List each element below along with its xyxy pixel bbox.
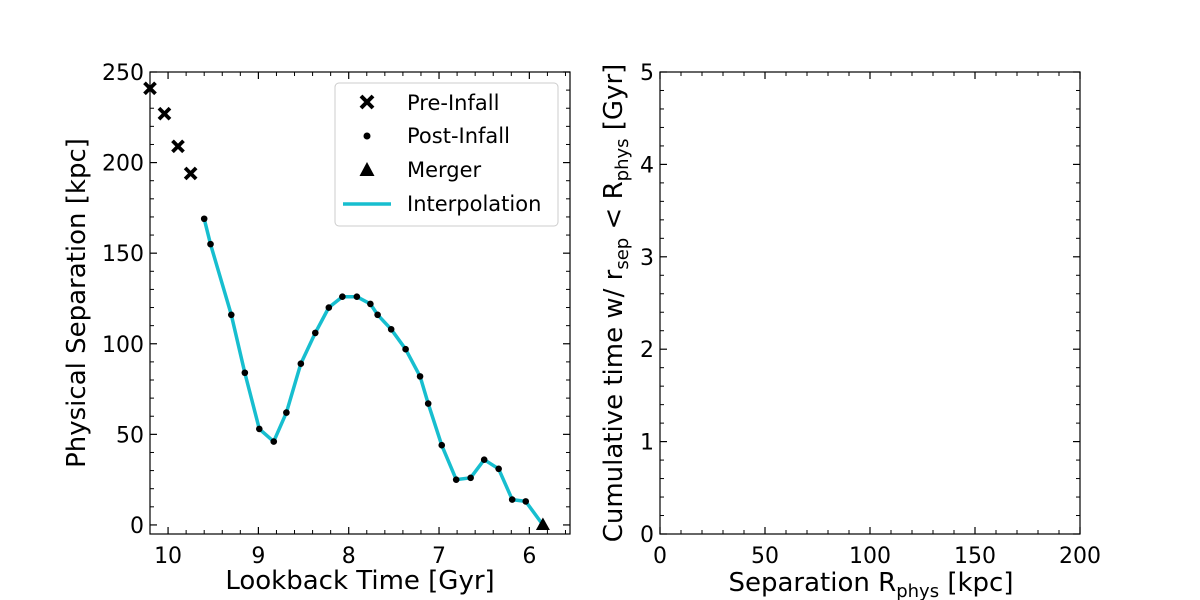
y-tick-label: 50 — [116, 423, 144, 448]
pre-infall-point — [171, 139, 185, 154]
post-infall-point — [283, 409, 290, 416]
right-x-label-subscript: phys — [896, 581, 939, 600]
pre-infall-point — [157, 106, 172, 121]
right-y-label-subscript-sep: sep — [612, 238, 633, 270]
post-infall-point — [424, 400, 432, 407]
right-y-axis-label: Cumulative time w/ rsep < Rphys [Gyr] — [599, 64, 633, 543]
post-infall-point — [387, 325, 395, 333]
x-tick-label: 200 — [1059, 544, 1101, 569]
left-x-axis-label: Lookback Time [Gyr] — [225, 566, 494, 596]
post-infall-point — [207, 240, 214, 248]
post-infall-point — [255, 425, 263, 433]
y-tick-label: 5 — [640, 61, 654, 86]
post-infall-point — [297, 360, 305, 367]
right-y-label-subscript-phys: phys — [612, 138, 633, 181]
post-infall-point — [480, 456, 488, 464]
post-infall-point — [311, 329, 319, 337]
right-x-label-main: Separation R — [729, 568, 897, 598]
x-tick-label: 50 — [751, 544, 779, 569]
post-infall-point — [325, 304, 333, 311]
y-tick-label: 250 — [102, 61, 144, 86]
post-infall-point — [270, 438, 278, 445]
legend: Pre-Infall Post-Infall Merger Interpolat… — [334, 82, 559, 227]
post-infall-point — [452, 476, 460, 483]
x-tick-label: 0 — [653, 544, 667, 569]
legend-dot-marker-icon — [363, 132, 371, 140]
legend-label-interpolation: Interpolation — [407, 192, 541, 216]
post-infall-point — [353, 293, 361, 300]
legend-label-post-infall: Post-Infall — [407, 124, 510, 148]
post-infall-point — [227, 311, 235, 319]
legend-entry-merger: Merger — [359, 158, 482, 182]
right-axes-frame — [659, 71, 1081, 535]
right-x-label-unit: [kpc] — [939, 568, 1013, 598]
right-y-label-part-a: Cumulative time w/ r — [599, 269, 629, 542]
legend-entry-post-infall: Post-Infall — [363, 124, 510, 148]
right-x-axis-label: Separation Rphys [kpc] — [729, 568, 1014, 600]
y-tick-label: 3 — [640, 246, 654, 271]
left-axes-frame — [149, 71, 571, 535]
legend-label-pre-infall: Pre-Infall — [407, 91, 499, 115]
legend-box — [334, 82, 559, 227]
legend-triangle-marker-icon — [359, 162, 375, 176]
x-tick-label: 8 — [342, 544, 356, 569]
x-tick-label: 100 — [849, 544, 891, 569]
right-y-label-part-b: < R — [599, 181, 629, 237]
x-tick-label: 9 — [251, 544, 265, 569]
post-infall-point — [200, 215, 208, 223]
post-infall-point — [402, 345, 409, 353]
post-infall-point — [416, 373, 424, 380]
post-infall-point — [508, 496, 516, 503]
post-infall-point — [522, 498, 530, 505]
y-tick-label: 200 — [102, 152, 144, 177]
y-tick-label: 0 — [130, 514, 144, 539]
y-tick-label: 1 — [640, 431, 654, 456]
legend-x-marker-icon — [359, 94, 375, 110]
right-axis-ticks: 0 50 100 150 200 0 1 2 3 4 5 — [640, 61, 1101, 569]
legend-label-merger: Merger — [407, 158, 482, 182]
post-infall-point — [367, 300, 374, 308]
x-tick-label: 7 — [432, 544, 446, 569]
post-infall-point — [495, 465, 502, 473]
legend-entry-interpolation: Interpolation — [343, 192, 541, 216]
post-infall-point — [438, 441, 446, 449]
separation-vs-time-plot: 10 9 8 7 6 0 50 100 150 200 250 Lookback Time [Gyr… — [62, 61, 571, 596]
y-tick-label: 0 — [640, 523, 654, 548]
post-infall-point — [374, 311, 381, 319]
y-tick-label: 150 — [102, 242, 144, 267]
post-infall-point — [241, 369, 249, 377]
pre-infall-point — [183, 166, 198, 181]
y-tick-label: 2 — [640, 338, 654, 363]
x-tick-label: 6 — [522, 544, 536, 569]
right-y-label-unit: [Gyr] — [599, 64, 629, 139]
merger-point — [535, 517, 550, 530]
x-tick-label: 10 — [154, 544, 182, 569]
y-tick-label: 4 — [640, 153, 654, 178]
post-infall-point — [467, 474, 474, 482]
x-tick-label: 150 — [954, 544, 996, 569]
post-infall-point — [339, 293, 346, 300]
left-y-axis-label: Physical Separation [kpc] — [62, 138, 92, 468]
legend-entry-pre-infall: Pre-Infall — [359, 91, 499, 115]
left-axis-ticks: 10 9 8 7 6 0 50 100 150 200 250 — [102, 61, 570, 569]
y-tick-label: 100 — [102, 333, 144, 358]
marker-group — [143, 81, 550, 530]
